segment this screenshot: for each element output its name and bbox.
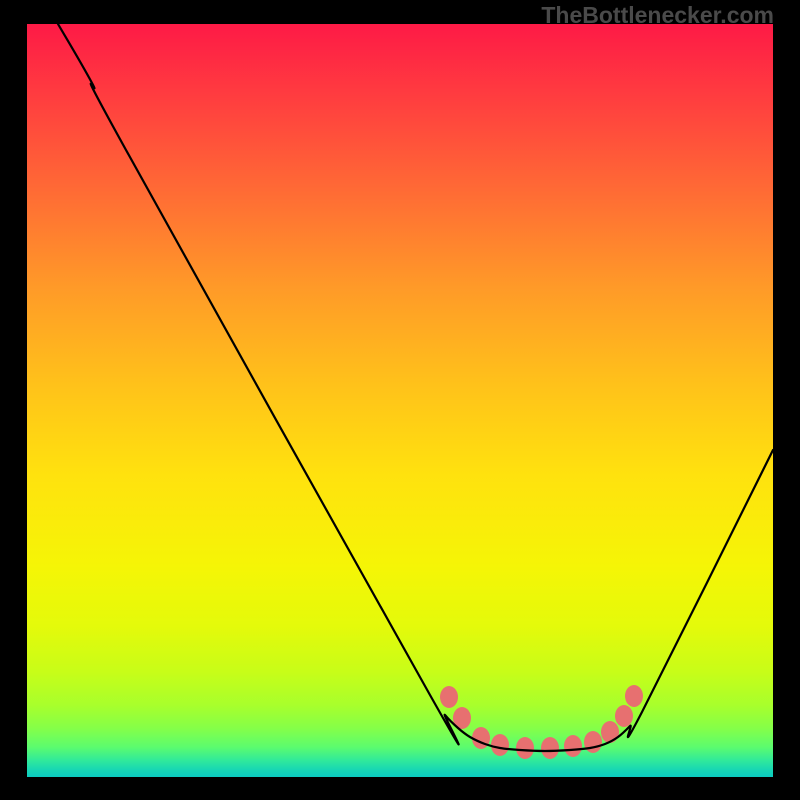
data-dot [541, 737, 559, 759]
data-dot [584, 731, 602, 753]
data-dot [615, 705, 633, 727]
plot-svg [27, 24, 773, 777]
chart-stage: TheBottlenecker.com [0, 0, 800, 800]
watermark-text: TheBottlenecker.com [541, 2, 774, 29]
data-dot [491, 734, 509, 756]
gradient-background [27, 24, 773, 777]
data-dot [564, 735, 582, 757]
data-dot [625, 685, 643, 707]
data-dot [601, 721, 619, 743]
plot-area [27, 24, 773, 777]
data-dot [516, 737, 534, 759]
data-dot [440, 686, 458, 708]
